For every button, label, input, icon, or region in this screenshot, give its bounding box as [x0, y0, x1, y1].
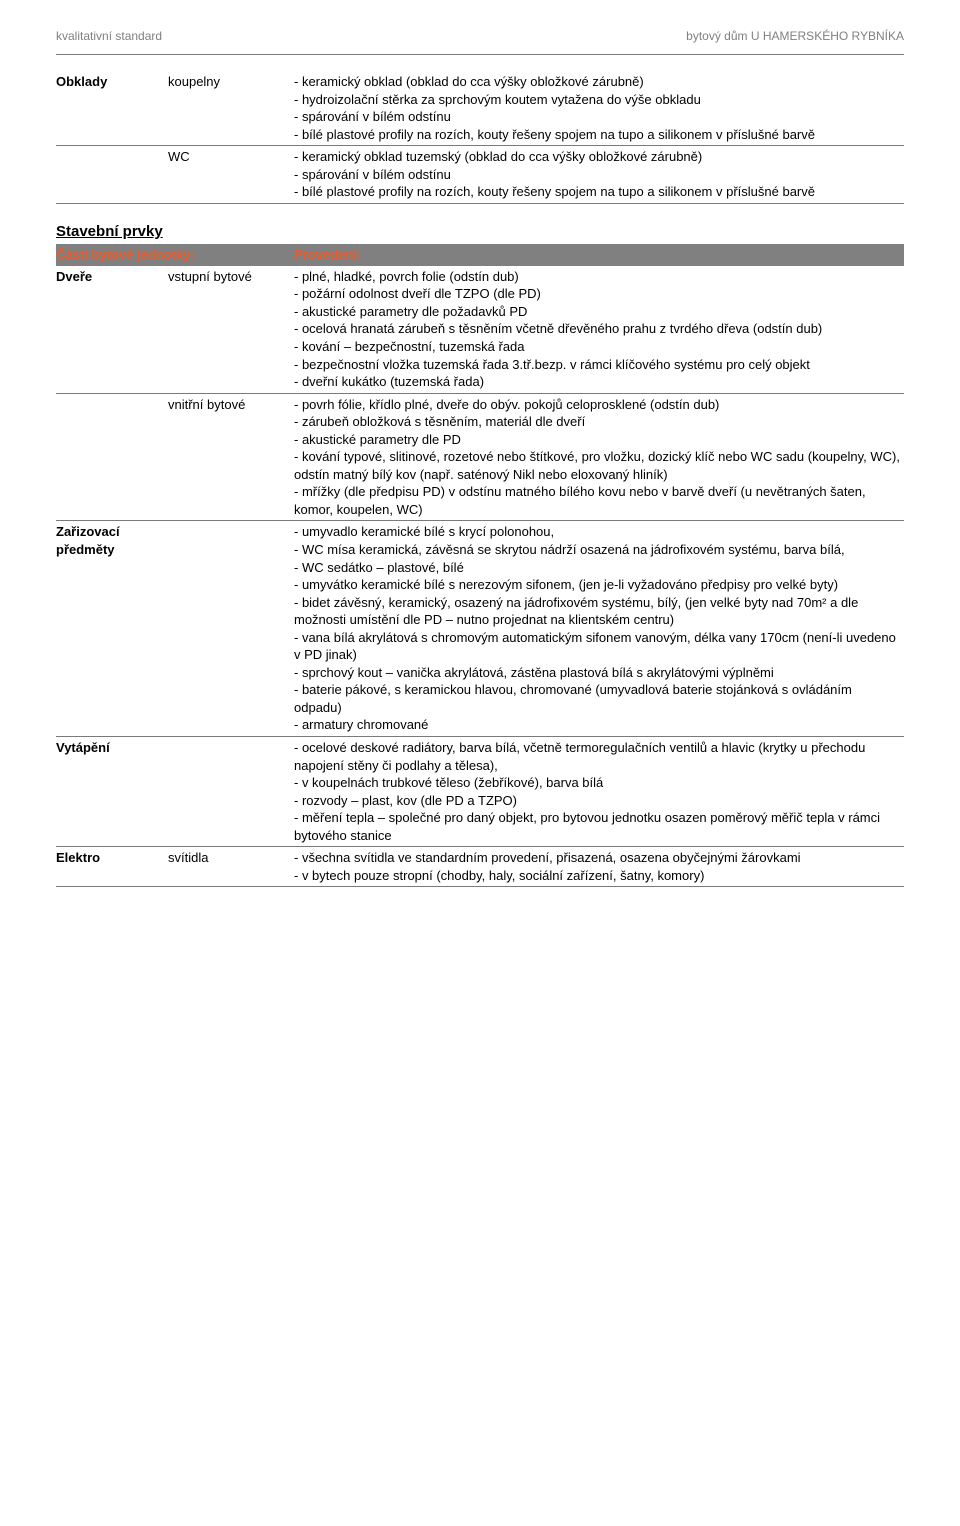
row-description: - ocelové deskové radiátory, barva bílá,…: [294, 737, 904, 847]
row-description: - všechna svítidla ve standardním proved…: [294, 847, 904, 887]
row-label: Vytápění: [56, 737, 168, 847]
row-subtype: svítidla: [168, 847, 294, 887]
header-right: bytový dům U HAMERSKÉHO RYBNÍKA: [686, 28, 904, 44]
page-header: kvalitativní standard bytový dům U HAMER…: [56, 28, 904, 55]
row-description: - povrh fólie, křídlo plné, dveře do obý…: [294, 393, 904, 521]
section-title-stavebni: Stavební prvky: [56, 222, 904, 242]
row-description: - keramický obklad (obklad do cca výšky …: [294, 71, 904, 146]
row-label: [56, 146, 168, 204]
table-row: Elektrosvítidla- všechna svítidla ve sta…: [56, 847, 904, 887]
table-row: Dveřevstupní bytové- plné, hladké, povrc…: [56, 266, 904, 393]
row-subtype: koupelny: [168, 71, 294, 146]
row-description: - umyvadlo keramické bílé s krycí polono…: [294, 521, 904, 737]
row-description: - plné, hladké, povrch folie (odstín dub…: [294, 266, 904, 393]
row-label: [56, 393, 168, 521]
row-subtype: WC: [168, 146, 294, 204]
table-header-left: Části bytové jednotky:: [56, 244, 294, 266]
row-subtype: [168, 521, 294, 737]
table-header-right: Provedení:: [294, 244, 904, 266]
row-description: - keramický obklad tuzemský (obklad do c…: [294, 146, 904, 204]
row-label: Dveře: [56, 266, 168, 393]
table-row: WC- keramický obklad tuzemský (obklad do…: [56, 146, 904, 204]
table-header-row: Části bytové jednotky: Provedení:: [56, 244, 904, 266]
table-row: Vytápění - ocelové deskové radiátory, bar…: [56, 737, 904, 847]
row-subtype: [168, 737, 294, 847]
row-label: Zařizovací předměty: [56, 521, 168, 737]
table-row: vnitřní bytové- povrh fólie, křídlo plné…: [56, 393, 904, 521]
header-left: kvalitativní standard: [56, 28, 162, 44]
table-stavebni: Části bytové jednotky: Provedení: Dveřev…: [56, 244, 904, 887]
table-row: Zařizovací předměty - umyvadlo keramické …: [56, 521, 904, 737]
table-row: Obkladykoupelny- keramický obklad (obkla…: [56, 71, 904, 146]
table-obklady: Obkladykoupelny- keramický obklad (obkla…: [56, 71, 904, 204]
row-label: Obklady: [56, 71, 168, 146]
row-label: Elektro: [56, 847, 168, 887]
row-subtype: vstupní bytové: [168, 266, 294, 393]
row-subtype: vnitřní bytové: [168, 393, 294, 521]
